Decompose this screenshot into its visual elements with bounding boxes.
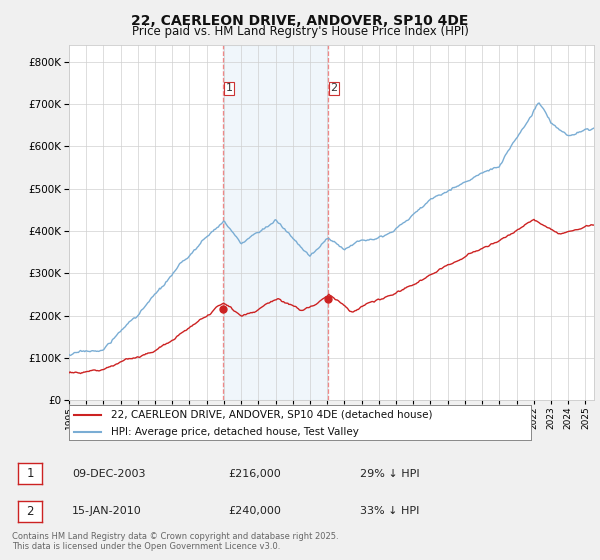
- Text: 2: 2: [26, 505, 34, 518]
- Text: Price paid vs. HM Land Registry's House Price Index (HPI): Price paid vs. HM Land Registry's House …: [131, 25, 469, 38]
- Text: £216,000: £216,000: [228, 469, 281, 479]
- Text: 09-DEC-2003: 09-DEC-2003: [72, 469, 146, 479]
- Text: 15-JAN-2010: 15-JAN-2010: [72, 506, 142, 516]
- Text: 1: 1: [26, 467, 34, 480]
- Bar: [223, 45, 328, 400]
- Text: Contains HM Land Registry data © Crown copyright and database right 2025.
This d: Contains HM Land Registry data © Crown c…: [12, 532, 338, 552]
- Text: 33% ↓ HPI: 33% ↓ HPI: [360, 506, 419, 516]
- Text: 29% ↓ HPI: 29% ↓ HPI: [360, 469, 419, 479]
- Text: 22, CAERLEON DRIVE, ANDOVER, SP10 4DE (detached house): 22, CAERLEON DRIVE, ANDOVER, SP10 4DE (d…: [110, 409, 432, 419]
- Text: 2: 2: [331, 83, 338, 94]
- Text: £240,000: £240,000: [228, 506, 281, 516]
- Text: 22, CAERLEON DRIVE, ANDOVER, SP10 4DE: 22, CAERLEON DRIVE, ANDOVER, SP10 4DE: [131, 14, 469, 28]
- Text: HPI: Average price, detached house, Test Valley: HPI: Average price, detached house, Test…: [110, 427, 358, 437]
- Text: 1: 1: [226, 83, 232, 94]
